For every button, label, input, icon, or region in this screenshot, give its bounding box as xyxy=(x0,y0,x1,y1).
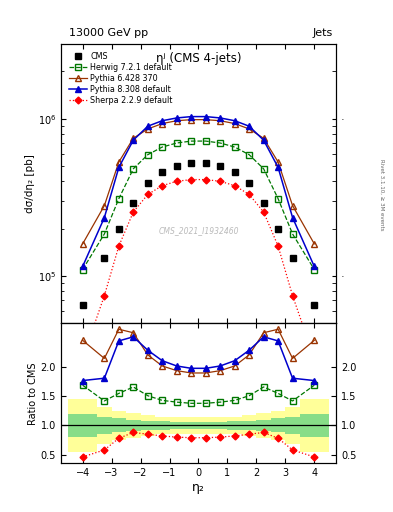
Herwig 7.2.1 default xyxy=(131,166,136,172)
CMS xyxy=(276,226,281,232)
Pythia 6.428 370 xyxy=(276,159,281,165)
Pythia 8.308 default xyxy=(312,263,317,269)
Line: Pythia 8.308 default: Pythia 8.308 default xyxy=(80,114,317,269)
Pythia 8.308 default xyxy=(203,114,208,120)
Pythia 8.308 default xyxy=(80,263,85,269)
CMS xyxy=(261,200,266,206)
Pythia 8.308 default xyxy=(145,123,150,129)
Pythia 6.428 370 xyxy=(261,135,266,141)
CMS xyxy=(247,180,252,186)
Herwig 7.2.1 default xyxy=(189,138,194,144)
Sherpa 2.2.9 default xyxy=(131,209,136,215)
Sherpa 2.2.9 default xyxy=(102,293,107,299)
Pythia 8.308 default xyxy=(261,137,266,143)
CMS xyxy=(312,303,317,309)
Herwig 7.2.1 default xyxy=(145,152,150,158)
CMS xyxy=(80,303,85,309)
Pythia 6.428 370 xyxy=(203,117,208,123)
Pythia 6.428 370 xyxy=(80,241,85,247)
Sherpa 2.2.9 default xyxy=(174,178,179,184)
Herwig 7.2.1 default xyxy=(232,144,237,150)
Sherpa 2.2.9 default xyxy=(160,183,165,189)
Herwig 7.2.1 default xyxy=(102,231,107,237)
Pythia 8.308 default xyxy=(189,114,194,120)
Line: Pythia 6.428 370: Pythia 6.428 370 xyxy=(80,117,317,247)
Line: Herwig 7.2.1 default: Herwig 7.2.1 default xyxy=(80,138,317,272)
CMS xyxy=(160,168,165,175)
Pythia 8.308 default xyxy=(276,164,281,170)
Pythia 6.428 370 xyxy=(160,120,165,126)
Text: ηʲ (CMS 4-jets): ηʲ (CMS 4-jets) xyxy=(156,52,241,65)
Sherpa 2.2.9 default xyxy=(203,177,208,183)
CMS xyxy=(218,163,222,169)
X-axis label: η₂: η₂ xyxy=(192,481,205,494)
Herwig 7.2.1 default xyxy=(312,266,317,272)
Pythia 8.308 default xyxy=(131,137,136,143)
Pythia 6.428 370 xyxy=(218,118,222,124)
Text: 13000 GeV pp: 13000 GeV pp xyxy=(69,28,148,38)
Pythia 8.308 default xyxy=(218,115,222,121)
Text: Jets: Jets xyxy=(313,28,333,38)
Herwig 7.2.1 default xyxy=(80,266,85,272)
Herwig 7.2.1 default xyxy=(218,140,222,146)
Herwig 7.2.1 default xyxy=(261,166,266,172)
Line: Sherpa 2.2.9 default: Sherpa 2.2.9 default xyxy=(80,177,317,361)
Pythia 6.428 370 xyxy=(189,117,194,123)
Text: Rivet 3.1.10, ≥ 3M events: Rivet 3.1.10, ≥ 3M events xyxy=(380,159,384,230)
Sherpa 2.2.9 default xyxy=(247,191,252,198)
Text: CMS_2021_I1932460: CMS_2021_I1932460 xyxy=(158,226,239,236)
Pythia 6.428 370 xyxy=(145,126,150,132)
Herwig 7.2.1 default xyxy=(276,196,281,202)
CMS xyxy=(189,160,194,166)
Sherpa 2.2.9 default xyxy=(276,243,281,249)
Pythia 8.308 default xyxy=(232,118,237,124)
CMS xyxy=(203,160,208,166)
Pythia 6.428 370 xyxy=(174,118,179,124)
Pythia 8.308 default xyxy=(247,123,252,129)
Pythia 6.428 370 xyxy=(102,203,107,209)
Sherpa 2.2.9 default xyxy=(312,355,317,361)
CMS xyxy=(232,168,237,175)
CMS xyxy=(116,226,121,232)
Pythia 6.428 370 xyxy=(232,120,237,126)
Pythia 6.428 370 xyxy=(247,126,252,132)
Y-axis label: dσ/dη₂ [pb]: dσ/dη₂ [pb] xyxy=(25,154,35,213)
Sherpa 2.2.9 default xyxy=(80,355,85,361)
CMS xyxy=(290,255,295,261)
Y-axis label: Ratio to CMS: Ratio to CMS xyxy=(28,362,38,424)
Pythia 8.308 default xyxy=(174,115,179,121)
Sherpa 2.2.9 default xyxy=(261,209,266,215)
Pythia 6.428 370 xyxy=(131,135,136,141)
Sherpa 2.2.9 default xyxy=(189,177,194,183)
Pythia 6.428 370 xyxy=(116,159,121,165)
Sherpa 2.2.9 default xyxy=(290,293,295,299)
CMS xyxy=(102,255,107,261)
Sherpa 2.2.9 default xyxy=(116,243,121,249)
Pythia 8.308 default xyxy=(160,118,165,124)
Pythia 8.308 default xyxy=(290,215,295,221)
Legend: CMS, Herwig 7.2.1 default, Pythia 6.428 370, Pythia 8.308 default, Sherpa 2.2.9 : CMS, Herwig 7.2.1 default, Pythia 6.428 … xyxy=(68,50,174,106)
CMS xyxy=(145,180,150,186)
Pythia 8.308 default xyxy=(102,215,107,221)
Sherpa 2.2.9 default xyxy=(218,178,222,184)
Pythia 6.428 370 xyxy=(312,241,317,247)
Pythia 6.428 370 xyxy=(290,203,295,209)
Pythia 8.308 default xyxy=(116,164,121,170)
Herwig 7.2.1 default xyxy=(160,144,165,150)
Herwig 7.2.1 default xyxy=(116,196,121,202)
Herwig 7.2.1 default xyxy=(247,152,252,158)
Sherpa 2.2.9 default xyxy=(232,183,237,189)
Herwig 7.2.1 default xyxy=(203,138,208,144)
CMS xyxy=(131,200,136,206)
Herwig 7.2.1 default xyxy=(290,231,295,237)
Herwig 7.2.1 default xyxy=(174,140,179,146)
Line: CMS: CMS xyxy=(79,160,318,309)
CMS xyxy=(174,163,179,169)
Sherpa 2.2.9 default xyxy=(145,191,150,198)
